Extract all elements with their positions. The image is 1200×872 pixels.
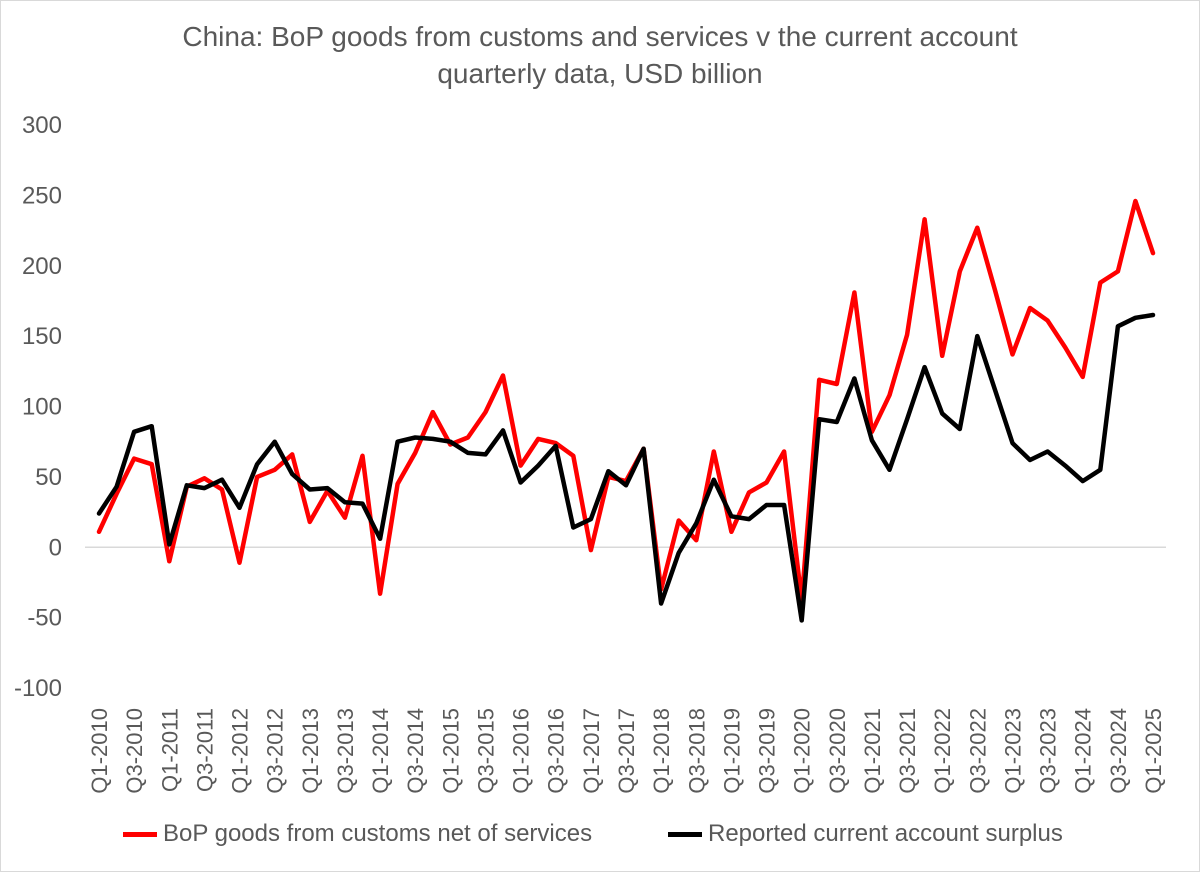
x-tick-label: Q1-2014 [368,708,393,794]
x-tick-label: Q1-2012 [228,708,253,794]
x-tick-label: Q1-2023 [1000,708,1025,794]
x-tick-label: Q3-2010 [122,708,147,794]
x-axis-ticks: Q1-2010 Q3-2010 Q1-2011 Q3-2011 Q1-2012 Q3-20… [87,708,1166,794]
x-tick-label: Q3-2021 [895,708,920,794]
y-tick-label: 100 [22,394,62,421]
x-tick-label: Q3-2023 [1036,708,1061,794]
y-tick-label: 150 [22,323,62,350]
series-layer [96,198,1156,623]
y-tick-label: 250 [22,182,62,209]
x-tick-label: Q3-2018 [684,708,709,794]
y-tick-label: -50 [27,605,62,632]
x-tick-label: Q1-2025 [1141,708,1166,794]
y-tick-label: -100 [14,675,62,702]
legend-item-bop-goods: BoP goods from customs net of services [123,820,592,848]
chart-title: China: BoP goods from customs and servic… [182,21,1018,52]
x-tick-label: Q1-2015 [438,708,463,794]
x-tick-label: Q3-2011 [192,708,217,792]
y-tick-label: 200 [22,253,62,280]
x-tick-label: Q3-2020 [825,708,850,794]
x-tick-label: Q1-2022 [930,708,955,794]
series-line-bop-goods [96,198,1156,603]
x-tick-label: Q3-2017 [614,708,639,794]
y-tick-label: 0 [49,534,62,561]
legend-label-bop-goods: BoP goods from customs net of services [163,820,593,847]
y-axis-ticks: -100 -50 0 50 100 150 200 250 300 [14,112,62,702]
x-tick-label: Q1-2011 [157,708,182,792]
y-tick-label: 300 [22,112,62,139]
legend-swatch-black [668,831,702,837]
x-tick-label: Q3-2012 [263,708,288,794]
legend-item-current-account: Reported current account surplus [668,820,1063,848]
legend-swatch-red [123,831,157,837]
x-tick-label: Q1-2024 [1071,708,1096,794]
chart-title-block: China: BoP goods from customs and servic… [0,18,1200,92]
legend-label-current-account: Reported current account surplus [708,820,1063,847]
x-tick-label: Q3-2016 [544,708,569,794]
x-tick-label: Q1-2010 [87,708,112,794]
chart-subtitle: quarterly data, USD billion [437,58,763,89]
series-line-current-account [96,312,1156,623]
x-tick-label: Q1-2013 [298,708,323,794]
legend: BoP goods from customs net of services R… [0,820,1200,856]
x-tick-label: Q3-2015 [473,708,498,794]
x-tick-label: Q1-2017 [579,708,604,794]
x-tick-label: Q1-2018 [649,708,674,794]
x-tick-label: Q1-2016 [509,708,534,794]
x-tick-label: Q3-2013 [333,708,358,794]
x-tick-label: Q3-2019 [755,708,780,794]
x-tick-label: Q1-2020 [790,708,815,794]
x-tick-label: Q3-2024 [1106,708,1131,794]
x-tick-label: Q3-2014 [403,708,428,794]
x-tick-label: Q1-2019 [719,708,744,794]
x-tick-label: Q1-2021 [860,708,885,794]
y-tick-label: 50 [35,464,62,491]
x-tick-label: Q3-2022 [965,708,990,794]
